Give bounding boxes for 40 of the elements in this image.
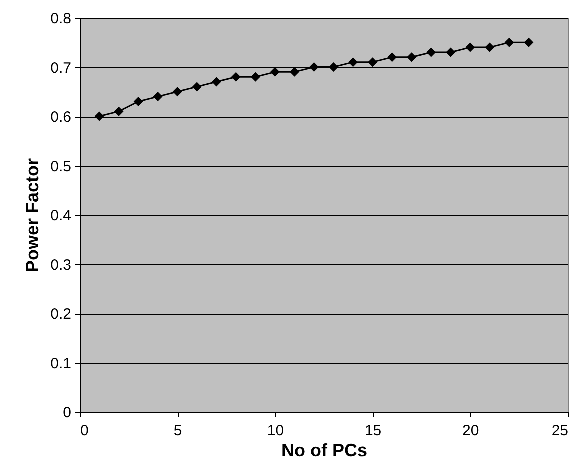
x-tick-label: 20 [462, 422, 480, 440]
point [134, 96, 144, 106]
y-tick-label: 0.3 [50, 256, 72, 274]
y-tick-label: 0.6 [50, 109, 72, 126]
x-tick-label: 5 [174, 422, 182, 440]
point [504, 38, 514, 48]
point [192, 82, 202, 92]
point [172, 87, 182, 97]
point [485, 42, 495, 52]
x-axis-title: No of PCs [281, 440, 368, 460]
point [290, 67, 300, 77]
point [153, 92, 163, 102]
point [348, 58, 358, 68]
point [250, 72, 260, 82]
x-tick-label: 0 [80, 422, 89, 440]
point [270, 67, 280, 77]
y-tick-label: 0.2 [50, 306, 72, 323]
y-tick-label: 0.4 [50, 208, 72, 224]
point [524, 38, 534, 48]
y-tick-label: 0 [63, 404, 72, 422]
point [329, 62, 339, 72]
x-tick-label: 10 [267, 422, 284, 440]
x-tick-label: 15 [364, 422, 382, 440]
point [426, 48, 436, 58]
y-axis-title: Power Factor [22, 158, 43, 273]
point [446, 48, 456, 58]
x-tick-label: 25 [552, 422, 568, 440]
point [212, 77, 222, 87]
y-tick-label: 0.8 [50, 10, 72, 28]
point [388, 52, 398, 62]
point [94, 112, 104, 122]
y-tick-label: 0.7 [50, 60, 72, 77]
y-tick-label: 0.5 [50, 158, 72, 176]
point [368, 58, 378, 68]
point [231, 72, 241, 82]
point [309, 62, 319, 72]
y-tick-label: 0.1 [50, 355, 72, 372]
point [114, 106, 124, 116]
point [466, 42, 476, 52]
point [407, 52, 417, 62]
